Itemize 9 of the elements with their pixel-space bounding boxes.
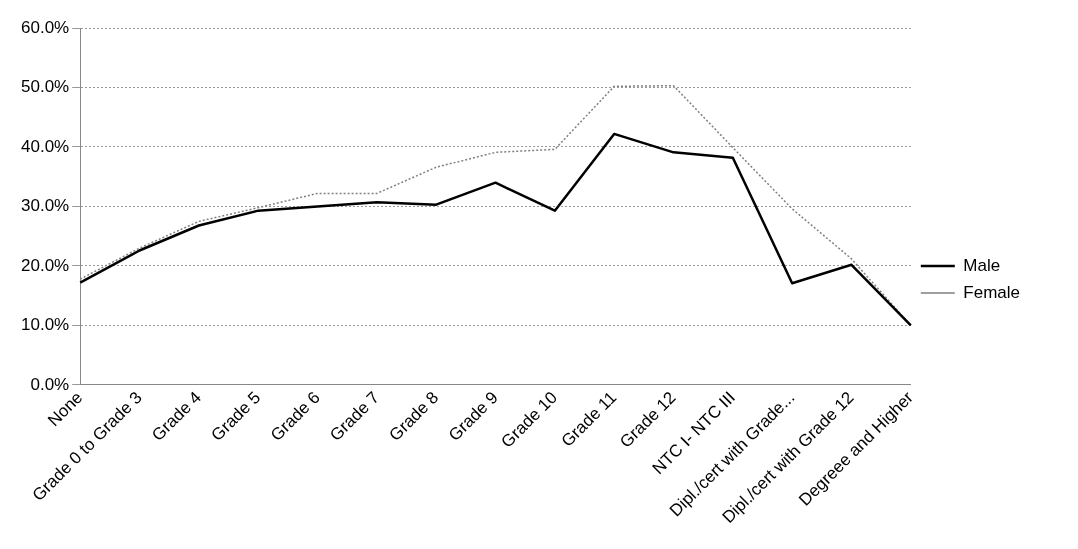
legend-label: Male (963, 255, 1001, 275)
legend-label: Female (963, 282, 1020, 302)
y-tick-label: 40.0% (21, 136, 70, 156)
y-tick-label: 30.0% (21, 196, 70, 216)
y-tick-label: 0.0% (30, 374, 70, 394)
y-tick-label: 50.0% (21, 77, 70, 97)
y-tick-label: 10.0% (21, 315, 70, 335)
y-tick-label: 60.0% (21, 17, 70, 37)
y-tick-label: 20.0% (21, 255, 70, 275)
